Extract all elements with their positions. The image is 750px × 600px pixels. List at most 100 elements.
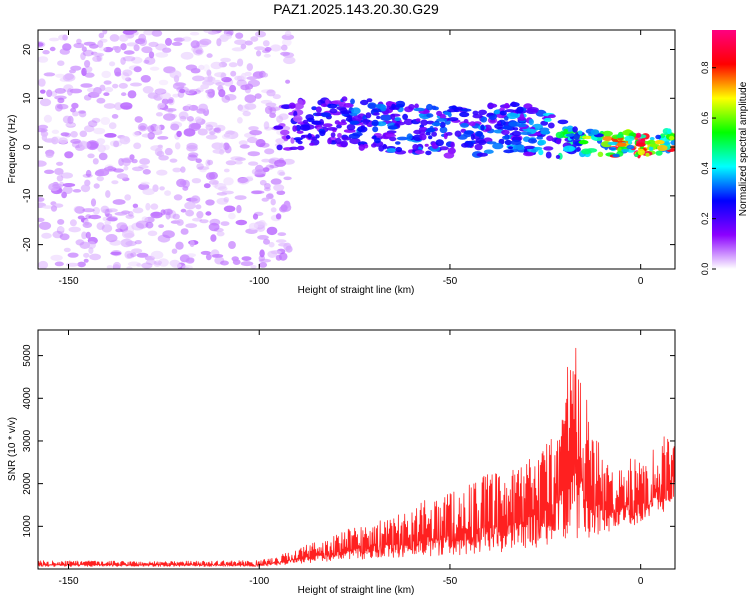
ridge-cell xyxy=(454,130,462,137)
ridge-cell xyxy=(443,152,455,159)
noise-cell xyxy=(48,182,60,192)
noise-cell xyxy=(114,46,121,53)
noise-cell xyxy=(62,34,68,41)
noise-cell xyxy=(56,175,64,182)
noise-cell xyxy=(155,43,167,51)
noise-cell xyxy=(103,103,116,109)
ridge-cell xyxy=(548,114,556,118)
noise-cell xyxy=(145,221,154,229)
noise-cell xyxy=(147,132,155,140)
noise-cell xyxy=(205,253,212,261)
figure-title: PAZ1.2025.143.20.30.G29 xyxy=(273,1,439,17)
ridge-cell xyxy=(461,142,469,148)
noise-cell xyxy=(45,152,54,158)
noise-cell xyxy=(275,213,282,220)
noise-cell xyxy=(157,136,169,140)
noise-cell xyxy=(264,183,271,190)
noise-cell xyxy=(163,113,176,121)
noise-cell xyxy=(164,190,172,196)
ridge-cell xyxy=(391,103,396,110)
ridge-cell xyxy=(389,136,397,142)
noise-cell xyxy=(195,158,202,163)
noise-cell xyxy=(65,123,76,127)
noise-cell xyxy=(79,130,88,138)
noise-cell xyxy=(132,207,144,214)
noise-cell xyxy=(114,67,122,76)
noise-cell xyxy=(151,30,163,37)
noise-cell xyxy=(186,103,193,111)
ridge-cell xyxy=(523,145,536,150)
noise-cell xyxy=(184,201,196,210)
snr-series-line xyxy=(38,347,675,567)
ridge-cell xyxy=(486,141,497,145)
noise-cell xyxy=(269,112,276,119)
noise-cell xyxy=(120,102,133,110)
noise-cell xyxy=(113,140,120,148)
ridge-cell xyxy=(507,146,514,150)
noise-cell xyxy=(84,72,95,78)
ridge-cell xyxy=(655,134,662,140)
noise-cell xyxy=(185,209,195,217)
ridge-cell xyxy=(299,124,311,131)
ridge-cell xyxy=(526,108,538,115)
noise-cell xyxy=(258,219,266,227)
noise-cell xyxy=(44,169,55,174)
ridge-cell xyxy=(341,96,348,102)
noise-cell xyxy=(280,204,288,212)
noise-cell xyxy=(86,140,99,149)
ridge-cell xyxy=(581,135,593,140)
noise-cell xyxy=(181,36,192,42)
ridge-cell xyxy=(624,135,635,142)
noise-cell xyxy=(266,226,278,236)
noise-cell xyxy=(42,50,50,55)
ridge-cell xyxy=(498,138,505,145)
noise-cell xyxy=(175,241,184,250)
ridge-peak xyxy=(349,120,360,125)
ridge-peak xyxy=(273,125,284,130)
noise-cell xyxy=(276,115,284,123)
ridge-cell xyxy=(474,143,483,151)
noise-cell xyxy=(264,106,273,114)
noise-cell xyxy=(248,222,259,230)
noise-cell xyxy=(63,247,71,253)
noise-cell xyxy=(141,133,155,138)
noise-cell xyxy=(203,64,210,72)
noise-cell xyxy=(275,239,287,243)
noise-cell xyxy=(181,264,193,269)
ridge-cell xyxy=(504,109,516,113)
noise-cell xyxy=(57,60,65,66)
noise-cell xyxy=(279,171,286,176)
noise-cell xyxy=(270,178,282,185)
noise-cell xyxy=(98,32,105,39)
noise-cell xyxy=(208,93,214,99)
ridge-cell xyxy=(460,108,472,112)
noise-cell xyxy=(242,177,254,182)
noise-cell xyxy=(264,148,275,155)
noise-cell xyxy=(88,214,102,220)
ridge-cell xyxy=(431,131,437,137)
noise-cell xyxy=(206,69,212,77)
noise-cell xyxy=(133,44,140,52)
ridge-cell xyxy=(637,148,645,156)
noise-cell xyxy=(176,130,182,138)
ridge-cell xyxy=(668,135,675,141)
x-tick-label: -100 xyxy=(249,576,269,587)
noise-cell xyxy=(118,34,129,42)
noise-cell xyxy=(169,158,178,163)
ridge-peak xyxy=(578,140,589,145)
noise-cell xyxy=(100,205,110,214)
noise-cell xyxy=(131,248,143,254)
noise-cell xyxy=(84,66,93,73)
noise-cell xyxy=(93,87,102,95)
noise-cell xyxy=(276,190,286,195)
noise-cell xyxy=(246,137,258,144)
noise-cell xyxy=(140,75,151,83)
ridge-cell xyxy=(424,143,429,147)
ridge-cell xyxy=(447,117,459,122)
ridge-cell xyxy=(502,135,509,140)
ridge-cell xyxy=(459,111,470,118)
noise-cell xyxy=(209,131,215,136)
noise-cell xyxy=(123,165,129,171)
y-tick-label: -20 xyxy=(22,237,33,252)
noise-cell xyxy=(167,99,174,104)
